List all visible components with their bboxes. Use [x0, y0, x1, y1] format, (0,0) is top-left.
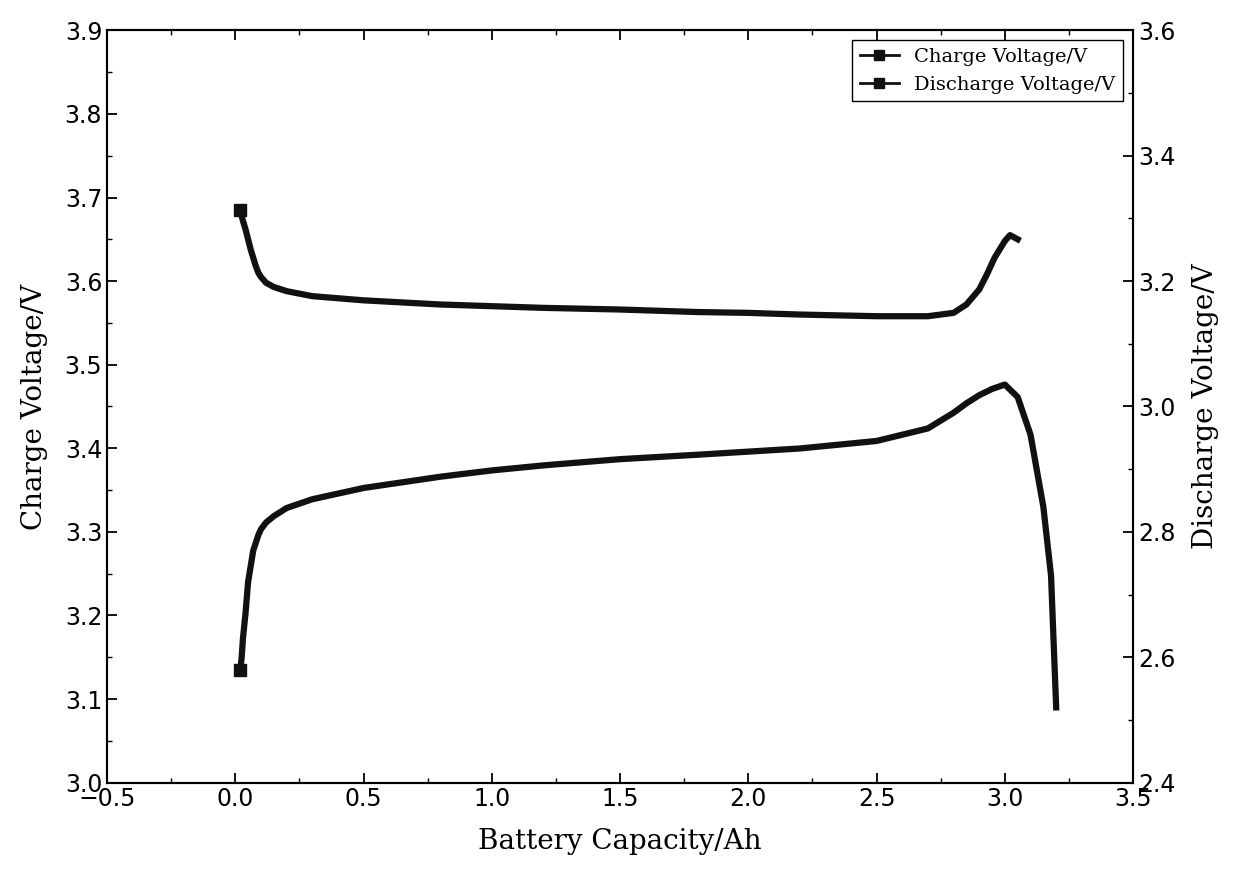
Legend: Charge Voltage/V, Discharge Voltage/V: Charge Voltage/V, Discharge Voltage/V	[852, 40, 1123, 102]
X-axis label: Battery Capacity/Ah: Battery Capacity/Ah	[479, 828, 761, 855]
Y-axis label: Discharge Voltage/V: Discharge Voltage/V	[1192, 264, 1219, 549]
Y-axis label: Charge Voltage/V: Charge Voltage/V	[21, 284, 48, 530]
